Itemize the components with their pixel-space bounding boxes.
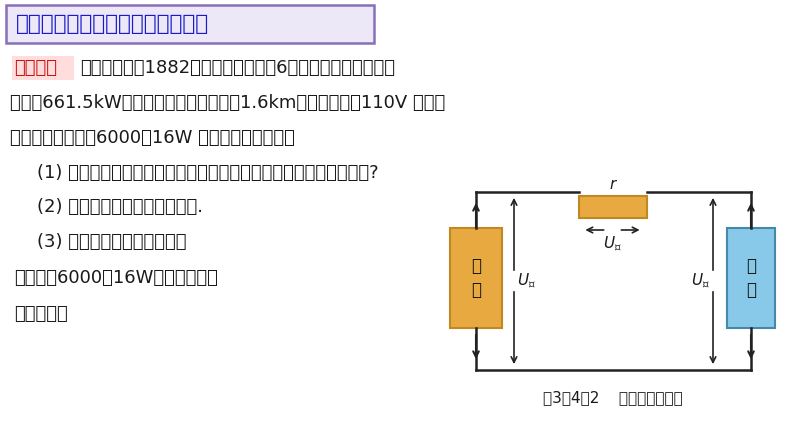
Text: $U_{用}$: $U_{用}$ — [692, 271, 710, 291]
Bar — [727, 228, 775, 328]
Bar — [450, 228, 502, 328]
Text: 用
户: 用 户 — [746, 257, 756, 299]
Text: $U_{损}$: $U_{损}$ — [603, 234, 622, 253]
Text: 远距离输电中的电功率和电压损耗: 远距离输电中的电功率和电压损耗 — [16, 14, 209, 34]
Text: 电
源: 电 源 — [471, 257, 481, 299]
Text: 正常使用？: 正常使用？ — [14, 305, 67, 323]
Bar — [6, 5, 374, 43]
Text: 查史料可知，1882年珍珠街电站采用6台直流发电机，输出总: 查史料可知，1882年珍珠街电站采用6台直流发电机，输出总 — [80, 59, 395, 77]
Bar — [12, 56, 74, 80]
Text: $U_{送}$: $U_{送}$ — [517, 271, 536, 291]
Text: (3) 若将输电距离增加一倍，: (3) 若将输电距离增加一倍， — [14, 233, 187, 251]
Bar — [579, 196, 646, 218]
Text: 还能否为6000盏16W的爱迪生灯泡: 还能否为6000盏16W的爱迪生灯泡 — [14, 269, 218, 287]
Text: 图3－4－2    直流输电电路图: 图3－4－2 直流输电电路图 — [542, 391, 682, 405]
Text: 电压，最多可满足6000盏16W 的爱迪生灯泡使用。: 电压，最多可满足6000盏16W 的爱迪生灯泡使用。 — [10, 129, 295, 147]
Text: 【例题】: 【例题】 — [14, 59, 57, 77]
Text: 功率为661.5kW，电能输送的最远距离为1.6km，给用户提供110V 的直流: 功率为661.5kW，电能输送的最远距离为1.6km，给用户提供110V 的直流 — [10, 94, 445, 112]
Text: r: r — [609, 177, 615, 192]
Text: (2) 估算直流发电机的输出电压.: (2) 估算直流发电机的输出电压. — [14, 198, 203, 216]
Text: (1) 电流在输电线路上损耗的功率占发电机输出功率的百分比是多少?: (1) 电流在输电线路上损耗的功率占发电机输出功率的百分比是多少? — [14, 164, 379, 182]
